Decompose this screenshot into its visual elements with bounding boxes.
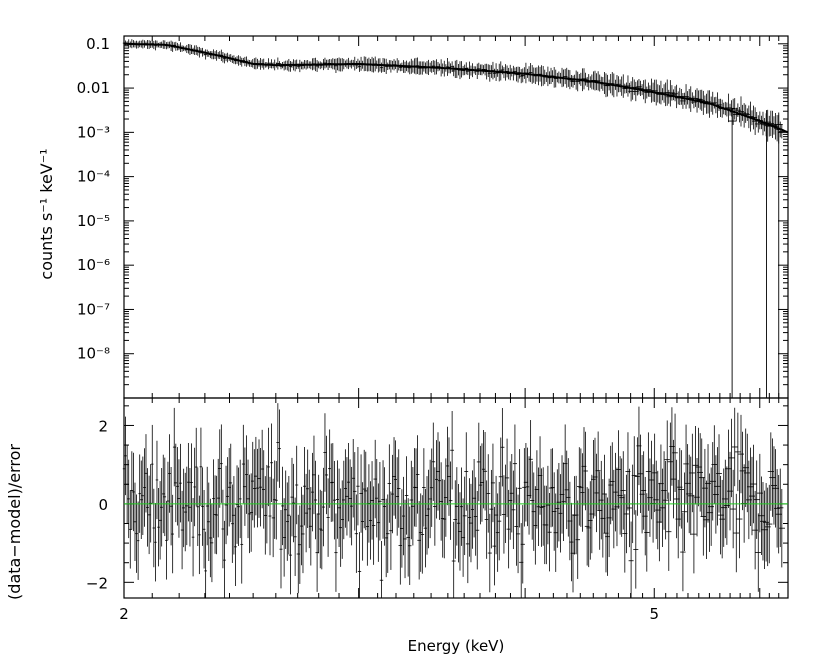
residual-y-axis-label: (data−model)/error	[5, 444, 24, 600]
residual-y-tick-label: 0	[98, 496, 108, 514]
spectrum-model-line	[123, 42, 789, 134]
spectrum-y-tick-label: 10⁻⁸	[77, 345, 110, 363]
spectrum-y-tick-label: 10⁻⁵	[77, 212, 110, 230]
residual-tick-labels: 2 5 2 0 −2	[86, 417, 659, 623]
residual-x-tick-label: 2	[119, 605, 129, 623]
residual-panel-frame	[123, 397, 789, 599]
spectrum-data-points	[122, 39, 785, 398]
spectrum-y-tick-label: 10⁻⁷	[77, 300, 110, 318]
residual-x-tick-label: 5	[649, 605, 659, 623]
spectrum-y-axis-label: counts s⁻¹ keV⁻¹	[37, 148, 56, 279]
spectrum-y-tick-label: 10⁻³	[77, 123, 110, 141]
spectrum-y-tick-label: 0.1	[86, 35, 110, 53]
spectrum-y-tick-label: 10⁻⁴	[77, 168, 110, 186]
spectrum-y-tick-labels: 0.1 0.01 10⁻³ 10⁻⁴ 10⁻⁵ 10⁻⁶ 10⁻⁷ 10⁻⁸	[77, 35, 110, 363]
spectrum-y-tick-label: 0.01	[77, 79, 110, 97]
residual-ticks	[123, 398, 789, 598]
residual-data-points	[122, 403, 785, 598]
spectrum-y-tick-label: 10⁻⁶	[77, 256, 110, 274]
x-axis-label: Energy (keV)	[408, 637, 505, 655]
residual-y-tick-label: 2	[98, 417, 108, 435]
spectrum-panel-frame	[123, 35, 789, 399]
residual-y-tick-label: −2	[86, 574, 108, 592]
spectrum-y-ticks	[123, 36, 789, 399]
